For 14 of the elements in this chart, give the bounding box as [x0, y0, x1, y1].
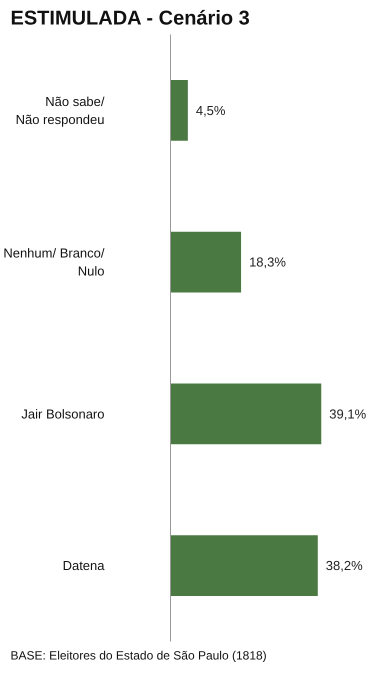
text: BASE: Eleitores do Estado de São Paulo (1818) — [10, 648, 267, 662]
data-label: 4,5% — [196, 102, 226, 118]
chart-title: ESTIMULADA - Cenário 3 — [10, 8, 250, 30]
y-tick-label: Nenhum/ Branco/ Nulo — [3, 246, 105, 279]
bar — [170, 384, 322, 444]
data-label: 38,2% — [326, 558, 364, 574]
y-tick-label: Datena — [62, 558, 106, 574]
data-label: 39,1% — [329, 406, 367, 422]
bar — [170, 80, 188, 141]
y-tick-label: Jair Bolsonaro — [21, 406, 105, 422]
bar — [170, 535, 318, 596]
bar — [170, 232, 242, 292]
y-tick-label: Não sabe/ Não respondeu — [16, 94, 105, 127]
data-label: 18,3% — [249, 254, 286, 270]
